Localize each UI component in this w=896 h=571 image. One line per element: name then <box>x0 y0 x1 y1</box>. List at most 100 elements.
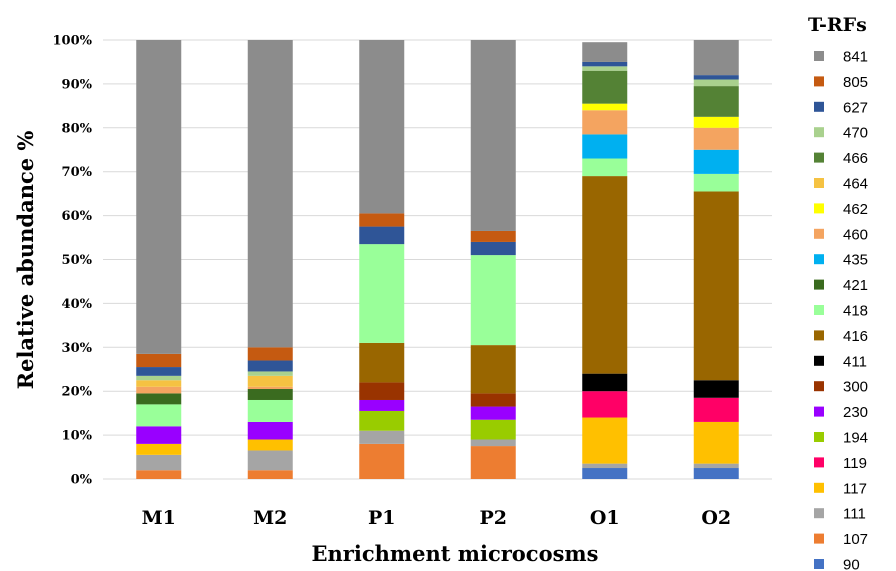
bar-segment-m1-418 <box>136 404 182 427</box>
bar-segment-o2-841 <box>693 40 739 76</box>
bar-segment-o2-435 <box>693 149 739 174</box>
bar-segment-p1-841 <box>359 40 405 214</box>
legend-label: 416 <box>843 328 868 345</box>
bar-segment-o1-418 <box>582 158 628 177</box>
legend-label: 117 <box>843 480 867 497</box>
bar-segment-m2-230 <box>247 421 293 440</box>
legend-swatch <box>814 508 824 519</box>
legend-label: 411 <box>843 353 867 370</box>
bar-segment-m2-421 <box>247 389 293 400</box>
legend-swatch <box>814 254 824 265</box>
y-tick-label: 80% <box>62 121 93 136</box>
x-axis-title: Enrichment microcosms <box>312 541 599 566</box>
bar-segment-p1-230 <box>359 399 405 411</box>
y-tick-label: 30% <box>62 341 93 356</box>
x-category-label: P1 <box>368 507 396 529</box>
bar-segment-m2-460 <box>247 386 293 390</box>
y-tick-label: 10% <box>62 429 93 444</box>
bar-segment-o1-627 <box>582 61 628 67</box>
bar-segment-m2-841 <box>247 40 293 348</box>
bar-segment-o2-460 <box>693 127 739 150</box>
bar-segment-p1-418 <box>359 244 405 343</box>
legend-label: 230 <box>843 404 868 421</box>
bar-segment-m2-418 <box>247 399 293 422</box>
bar-segment-o2-411 <box>693 380 739 398</box>
legend-swatch <box>814 101 824 112</box>
legend-swatch <box>814 76 824 87</box>
legend-label: 194 <box>843 430 868 447</box>
legend-swatch <box>814 51 824 61</box>
bar-segment-o1-466 <box>582 70 628 104</box>
bar-segment-p2-107 <box>470 446 516 479</box>
legend-label: 300 <box>843 379 868 396</box>
legend-swatch <box>814 533 824 544</box>
bar-segment-m2-464 <box>247 375 293 387</box>
bar-segment-o2-462 <box>693 116 739 128</box>
legend-label: 107 <box>843 531 868 548</box>
legend-swatch <box>814 482 824 493</box>
legend-swatch <box>814 457 824 468</box>
bar-segment-m2-107 <box>247 470 293 479</box>
bar-segment-o2-466 <box>693 86 739 117</box>
bar-segment-m2-117 <box>247 439 293 451</box>
legend-swatch <box>814 381 824 392</box>
legend-label: 464 <box>843 176 868 193</box>
legend-swatch <box>814 406 824 417</box>
bar-segment-p2-111 <box>470 439 516 447</box>
legend-swatch <box>814 432 824 442</box>
legend: 841 805 627 470 466 464 462 460 435 421 418 416 411 3… <box>814 49 868 571</box>
bar-segment-p1-627 <box>359 226 405 245</box>
bar-segment-o2-90 <box>693 468 739 479</box>
legend-label: 111 <box>843 506 866 523</box>
x-category-label: M1 <box>142 507 176 529</box>
bar-segment-p2-194 <box>470 419 516 440</box>
bar-segment-p2-416 <box>470 345 516 394</box>
legend-label: 460 <box>843 226 868 243</box>
legend-swatch <box>814 127 824 138</box>
legend-swatch <box>814 559 824 569</box>
x-category-label: P2 <box>479 507 507 529</box>
bar-segment-p1-194 <box>359 410 405 431</box>
legend-label: 119 <box>843 455 867 472</box>
y-tick-labels: 0% 10% 20% 30% 40% 50% 60% 70% 80% 90% 100% <box>53 34 93 488</box>
bar-segment-o1-111 <box>582 463 628 469</box>
legend-label: 841 <box>843 49 868 66</box>
legend-swatch <box>814 355 824 366</box>
bar-segment-o1-435 <box>582 134 628 159</box>
bar-segment-p2-841 <box>470 40 516 231</box>
legend-swatch <box>814 228 824 239</box>
legend-swatch <box>814 203 824 214</box>
bar-segment-o2-111 <box>693 463 739 469</box>
bar-segment-p1-300 <box>359 382 405 400</box>
bar-segment-m1-470 <box>136 375 182 381</box>
legend-label: 418 <box>843 303 868 320</box>
bar-segment-o2-119 <box>693 397 739 422</box>
bar-segment-o1-119 <box>582 391 628 418</box>
x-category-labels: M1 M2 P1 P2 O1 O2 <box>142 507 732 529</box>
x-category-label: M2 <box>253 507 287 529</box>
legend-label: 462 <box>843 201 868 218</box>
x-category-label: O1 <box>590 507 620 529</box>
legend-swatch <box>814 305 824 315</box>
legend-label: 466 <box>843 150 868 167</box>
legend-label: 421 <box>843 277 868 294</box>
bar-segment-o1-90 <box>582 468 628 479</box>
bar-segment-m1-421 <box>136 393 182 405</box>
bar-segment-m1-117 <box>136 443 182 455</box>
bar-segment-o2-470 <box>693 79 739 87</box>
bar-segment-p1-416 <box>359 342 405 383</box>
bar-segment-o2-627 <box>693 75 739 80</box>
x-category-label: O2 <box>701 507 731 529</box>
legend-label: 627 <box>843 99 868 116</box>
bar-segment-m2-805 <box>247 347 293 361</box>
bar-segment-p2-230 <box>470 406 516 420</box>
bar-segment-m1-464 <box>136 380 182 387</box>
bar-segment-o2-418 <box>693 173 739 192</box>
bar-segment-p1-805 <box>359 213 405 227</box>
bar-segment-o2-416 <box>693 191 739 381</box>
bar-segment-m1-107 <box>136 470 182 479</box>
bar-segment-o2-117 <box>693 421 739 464</box>
legend-swatch <box>814 152 824 163</box>
legend-title: T-RFs <box>808 14 867 36</box>
